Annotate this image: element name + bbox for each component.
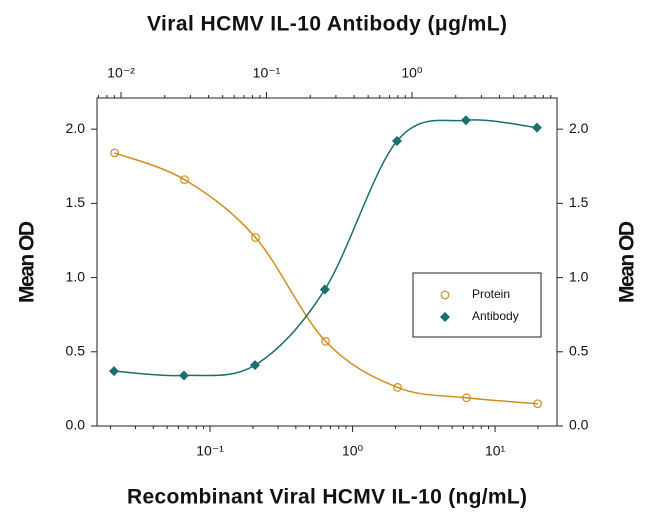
legend-label: Protein (472, 287, 510, 301)
x2-tick-label: 10⁻¹ (253, 65, 281, 81)
marker (391, 136, 402, 147)
x2-tick-label: 10⁰ (401, 65, 423, 81)
y2-axis-title: Mean OD (616, 221, 639, 303)
marker (321, 337, 331, 346)
legend-label: Antibody (472, 309, 519, 323)
marker (531, 122, 542, 133)
y-tick-label: 1.5 (66, 194, 86, 210)
y2-tick-label: 0.5 (569, 342, 589, 358)
chart-title: Viral HCMV IL-10 Antibody (μg/mL) (147, 13, 507, 36)
curve (114, 152, 538, 405)
marker (110, 148, 120, 158)
marker (462, 393, 471, 403)
y2-tick-label: 1.5 (569, 194, 589, 210)
x-tick-label: 10⁻¹ (196, 443, 224, 459)
legend-box (412, 272, 542, 338)
y-tick-label: 0.5 (66, 342, 86, 358)
marker (178, 370, 189, 381)
x-tick-label: 10⁰ (342, 443, 364, 459)
marker (460, 115, 471, 126)
marker (251, 233, 260, 242)
y2-tick-label: 0.0 (569, 417, 589, 433)
marker (393, 383, 402, 392)
x-axis-title: Recombinant Viral HCMV IL-10 (ng/mL) (127, 486, 527, 509)
y-tick-label: 2.0 (66, 120, 86, 136)
plot-frame (96, 97, 558, 427)
x2-tick-label: 10⁻² (107, 65, 135, 81)
y2-tick-label: 2.0 (569, 120, 589, 136)
marker (180, 175, 189, 185)
marker (250, 360, 261, 371)
y2-tick-label: 1.0 (569, 268, 589, 284)
marker (533, 399, 543, 409)
y-tick-label: 0.0 (66, 417, 86, 433)
marker (108, 366, 119, 377)
legend-marker (440, 290, 450, 300)
x-tick-label: 10¹ (485, 443, 506, 459)
marker (319, 284, 330, 295)
y-axis-title: Mean OD (16, 221, 39, 303)
y-tick-label: 1.0 (66, 268, 86, 284)
legend-marker (440, 312, 450, 322)
